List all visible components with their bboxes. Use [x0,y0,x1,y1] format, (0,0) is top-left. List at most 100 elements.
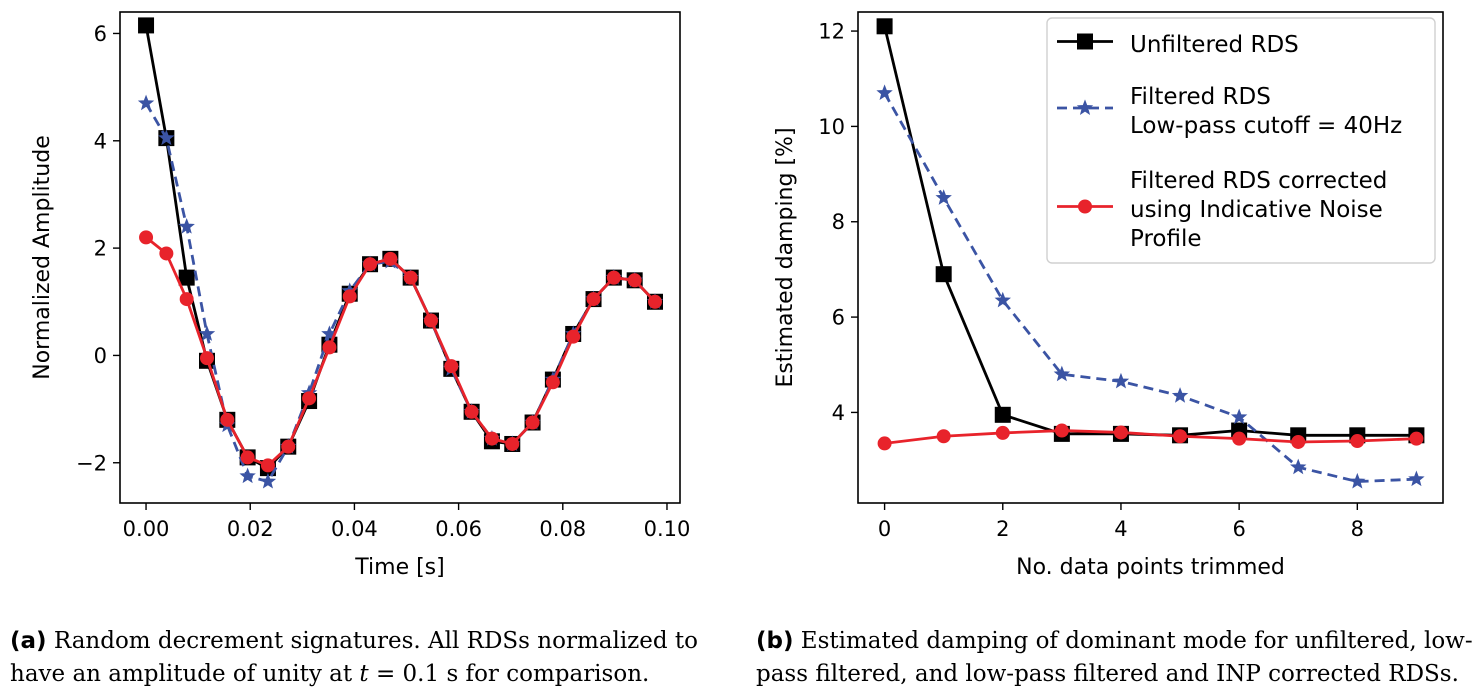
legend-entry-label: Filtered RDS Low-pass cutoff = 40Hz [1130,84,1402,139]
panel-b-series-2-point [1113,425,1128,440]
panel-a-series-1-line [144,102,657,483]
panel-a-series-2-point [383,251,398,266]
panel-a-series-2-point [423,313,438,328]
panel-a-series-layer [137,17,664,489]
panel-a-series-1-point [158,129,175,146]
caption-a-text-1: Random decrement signatures. All RDSs no… [10,628,699,687]
panel-a-x-tick-label: 0.00 [123,517,170,541]
panel-a-series-2-point [566,329,581,344]
panel-b-series-1-point [1349,472,1366,489]
panel-b-x-tick-label: 2 [996,517,1009,541]
panel-b-y-tick-label: 4 [832,401,845,425]
panel-b-series-1-point [994,291,1011,308]
panel-b-x-axis-label: No. data points trimmed [1016,555,1285,580]
panel-a-series-2-point [363,257,378,272]
legend-frame [1046,17,1436,264]
panel-a-series-2-point [484,431,499,446]
panel-a-series-2-point [505,436,520,451]
panel-a-series-2-point [444,359,459,374]
panel-b-series-2-point [995,425,1010,440]
panel-a-y-tick-label: −2 [76,451,107,475]
panel-b-series-layer [876,18,1425,489]
caption-a-tag: (a) [10,628,47,654]
panel-a-series-2-point [260,458,275,473]
panel-b-y-ticks: 4 6 8 10 12 [818,20,858,425]
panel-b-series-2-point [1173,429,1188,444]
panel-a-series-1-point [198,325,216,341]
panel-b-legend: Unfiltered RDS Filtered RDS Low-pass cutof… [1046,17,1436,264]
panel-a-series-2-line [145,236,657,467]
panel-a-series-2-point [139,230,154,245]
panel-b-series-1-point [876,84,893,101]
panel-b-series-0-point [994,406,1011,423]
panel-a-y-tick-label: 6 [94,22,107,46]
panel-a-series-2-point [627,273,642,288]
panel-b-x-tick-label: 6 [1232,517,1245,541]
caption-b-tag: (b) [756,628,794,654]
panel-b-y-axis-label: Estimated damping [%] [773,127,798,387]
caption-b: (b) Estimated damping of dominant mode f… [756,625,1476,691]
legend-entry-label: Filtered RDS corrected using Indicative N… [1130,168,1387,252]
panel-b-y-tick-label: 8 [832,210,845,234]
panel-a-series-2-point [545,375,560,390]
panel-a-series-2-point [240,450,255,465]
panel-b-series-2-point [1291,434,1306,449]
panel-a-series-2-point [220,412,235,427]
panel-a-series-2-point [179,292,194,307]
panel-a-series-2-point [586,292,601,307]
panel-b-series-1-line [883,92,1417,483]
panel-b-series-1-point [1112,372,1130,389]
panel-a-series-2-point [342,289,357,304]
panel-a-series-0-point [178,269,195,286]
panel-b-series-1-point [1053,365,1071,382]
panel-a-series-1-point [239,467,256,484]
panel-b-series-2-point [936,429,951,444]
panel-a-series-2-point [159,246,174,261]
panel-a-y-tick-label: 0 [94,344,107,368]
panel-a-series-1-point [259,472,277,489]
panel-a-series-2-point [606,270,621,285]
panel-b-x-tick-label: 4 [1114,517,1127,541]
panel-b-y-tick-label: 6 [832,306,845,330]
panel-a-series-2-point [647,294,662,309]
panel-b-series-2-point [1409,431,1424,446]
panel-b-series-0-point [935,266,952,283]
legend-swatch-marker [1076,99,1094,115]
panel-b-x-ticks: 0 2 4 6 8 [878,503,1364,541]
panel-a-x-tick-label: 0.04 [331,517,378,541]
panel-a-y-tick-label: 2 [94,237,107,261]
panel-b-series-2-point [877,436,892,451]
panel-b-series-1-point [935,189,952,205]
panel-a-series-2-point [322,340,337,355]
legend-entry-label: Unfiltered RDS [1130,32,1299,58]
panel-b-series-1-point [1230,408,1248,425]
panel-a-y-ticks: −2 0 2 4 6 [76,22,120,475]
panel-b-plot-frame [857,11,1444,504]
panel-a-y-tick-label: 4 [94,129,107,153]
panel-a-series-2-point [302,391,317,406]
panel-a-plot-frame [119,11,681,504]
panel-a-x-tick-label: 0.06 [435,517,482,541]
panel-b-series-1-point [1171,387,1189,403]
panel-a-series-1-point [137,94,155,111]
caption-a-text-2: = 0.1 s for comparison. [368,661,650,687]
legend-swatch-marker [1077,33,1093,50]
panel-a-x-tick-label: 0.10 [644,517,691,541]
panel-a-series-2-point [464,404,479,419]
panel-b-series-1-point [1408,470,1425,487]
panel-b-series-2-point [1350,434,1365,449]
panel-a-x-axis-label: Time [s] [354,555,444,580]
panel-b-y-tick-label: 10 [818,115,845,139]
panel-a-y-axis-label: Normalized Amplitude [30,135,55,380]
panel-b-x-tick-label: 0 [878,517,891,541]
panel-a-series-2-point [199,351,214,366]
panel-a-damping-signature-chart: 0.00 0.02 0.04 0.06 0.08 0.10 −2 0 2 4 6 Time [s]… [30,11,691,580]
caption-a: (a) Random decrement signatures. All RDS… [10,625,725,691]
caption-a-variable: t [359,661,369,687]
panel-b-series-2-line [884,429,1417,445]
panel-b-series-2-point [1054,423,1069,438]
panel-a-series-1-point [178,218,195,234]
panel-b-y-tick-label: 12 [818,20,845,44]
panel-a-x-tick-label: 0.02 [227,517,274,541]
